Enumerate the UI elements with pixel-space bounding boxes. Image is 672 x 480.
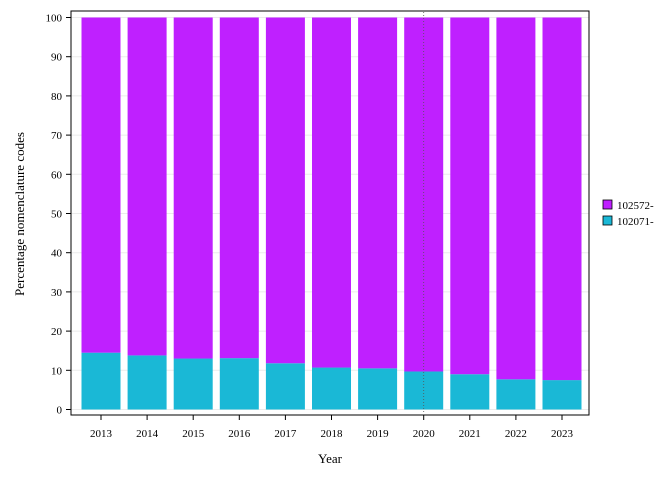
y-tick-label: 0 (57, 405, 63, 417)
bars (81, 17, 582, 410)
y-tick-label: 20 (51, 326, 63, 338)
bar-segment-102071-2021 (450, 374, 490, 410)
x-axis: 2013 2014 2015 2016 2017 2018 2019 2020 2021 2022… (90, 415, 574, 440)
y-tick-label: 30 (51, 287, 63, 299)
y-tick-label: 80 (51, 91, 63, 103)
bar-segment-102572-2013 (81, 17, 121, 353)
bar-segment-102071-2014 (127, 355, 167, 410)
y-tick-label: 100 (46, 13, 63, 25)
bar-segment-102572-2014 (127, 17, 167, 356)
x-tick-label: 2015 (182, 428, 205, 440)
x-tick-label: 2018 (321, 428, 344, 440)
x-tick-label: 2014 (136, 428, 159, 440)
x-tick-label: 2017 (274, 428, 297, 440)
y-tick-label: 50 (51, 209, 63, 221)
legend-label: 102572- (617, 200, 654, 212)
x-tick-label: 2019 (367, 428, 390, 440)
y-tick-label: 60 (51, 169, 63, 181)
legend-label: 102071- (617, 216, 654, 228)
bar-segment-102071-2015 (173, 358, 213, 410)
x-axis-title: Year (318, 451, 343, 466)
bar-segment-102572-2017 (265, 17, 305, 364)
bar-segment-102572-2021 (450, 17, 490, 375)
x-tick-label: 2016 (228, 428, 251, 440)
bar-segment-102071-2019 (358, 368, 398, 410)
y-tick-label: 90 (51, 52, 63, 64)
bar-segment-102572-2016 (219, 17, 259, 359)
bar-segment-102071-2023 (542, 380, 582, 410)
x-tick-label: 2021 (459, 428, 481, 440)
bar-segment-102572-2022 (496, 17, 536, 380)
bar-segment-102071-2016 (219, 358, 259, 410)
x-tick-label: 2020 (413, 428, 436, 440)
bar-segment-102572-2023 (542, 17, 582, 381)
x-tick-label: 2022 (505, 428, 527, 440)
x-tick-label: 2013 (90, 428, 113, 440)
bar-segment-102572-2015 (173, 17, 213, 359)
bar-segment-102071-2022 (496, 379, 536, 410)
legend-swatch (602, 199, 613, 210)
y-axis-title: Percentage nomenclature codes (12, 132, 27, 296)
legend: 102572- 102071- (602, 199, 654, 228)
y-tick-label: 70 (51, 130, 63, 142)
y-tick-label: 40 (51, 248, 63, 260)
bar-segment-102071-2017 (265, 363, 305, 410)
bar-segment-102572-2018 (312, 17, 351, 368)
bar-segment-102071-2018 (312, 367, 351, 410)
legend-swatch (602, 215, 613, 226)
y-axis: 0 10 20 30 40 50 60 70 80 90 100 (46, 13, 71, 417)
bar-segment-102572-2019 (358, 17, 398, 369)
bar-segment-102071-2013 (81, 352, 121, 410)
y-tick-label: 10 (51, 365, 63, 377)
x-tick-label: 2023 (551, 428, 574, 440)
